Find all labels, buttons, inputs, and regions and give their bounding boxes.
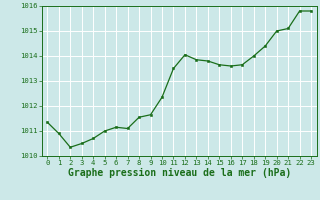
X-axis label: Graphe pression niveau de la mer (hPa): Graphe pression niveau de la mer (hPa) (68, 168, 291, 178)
